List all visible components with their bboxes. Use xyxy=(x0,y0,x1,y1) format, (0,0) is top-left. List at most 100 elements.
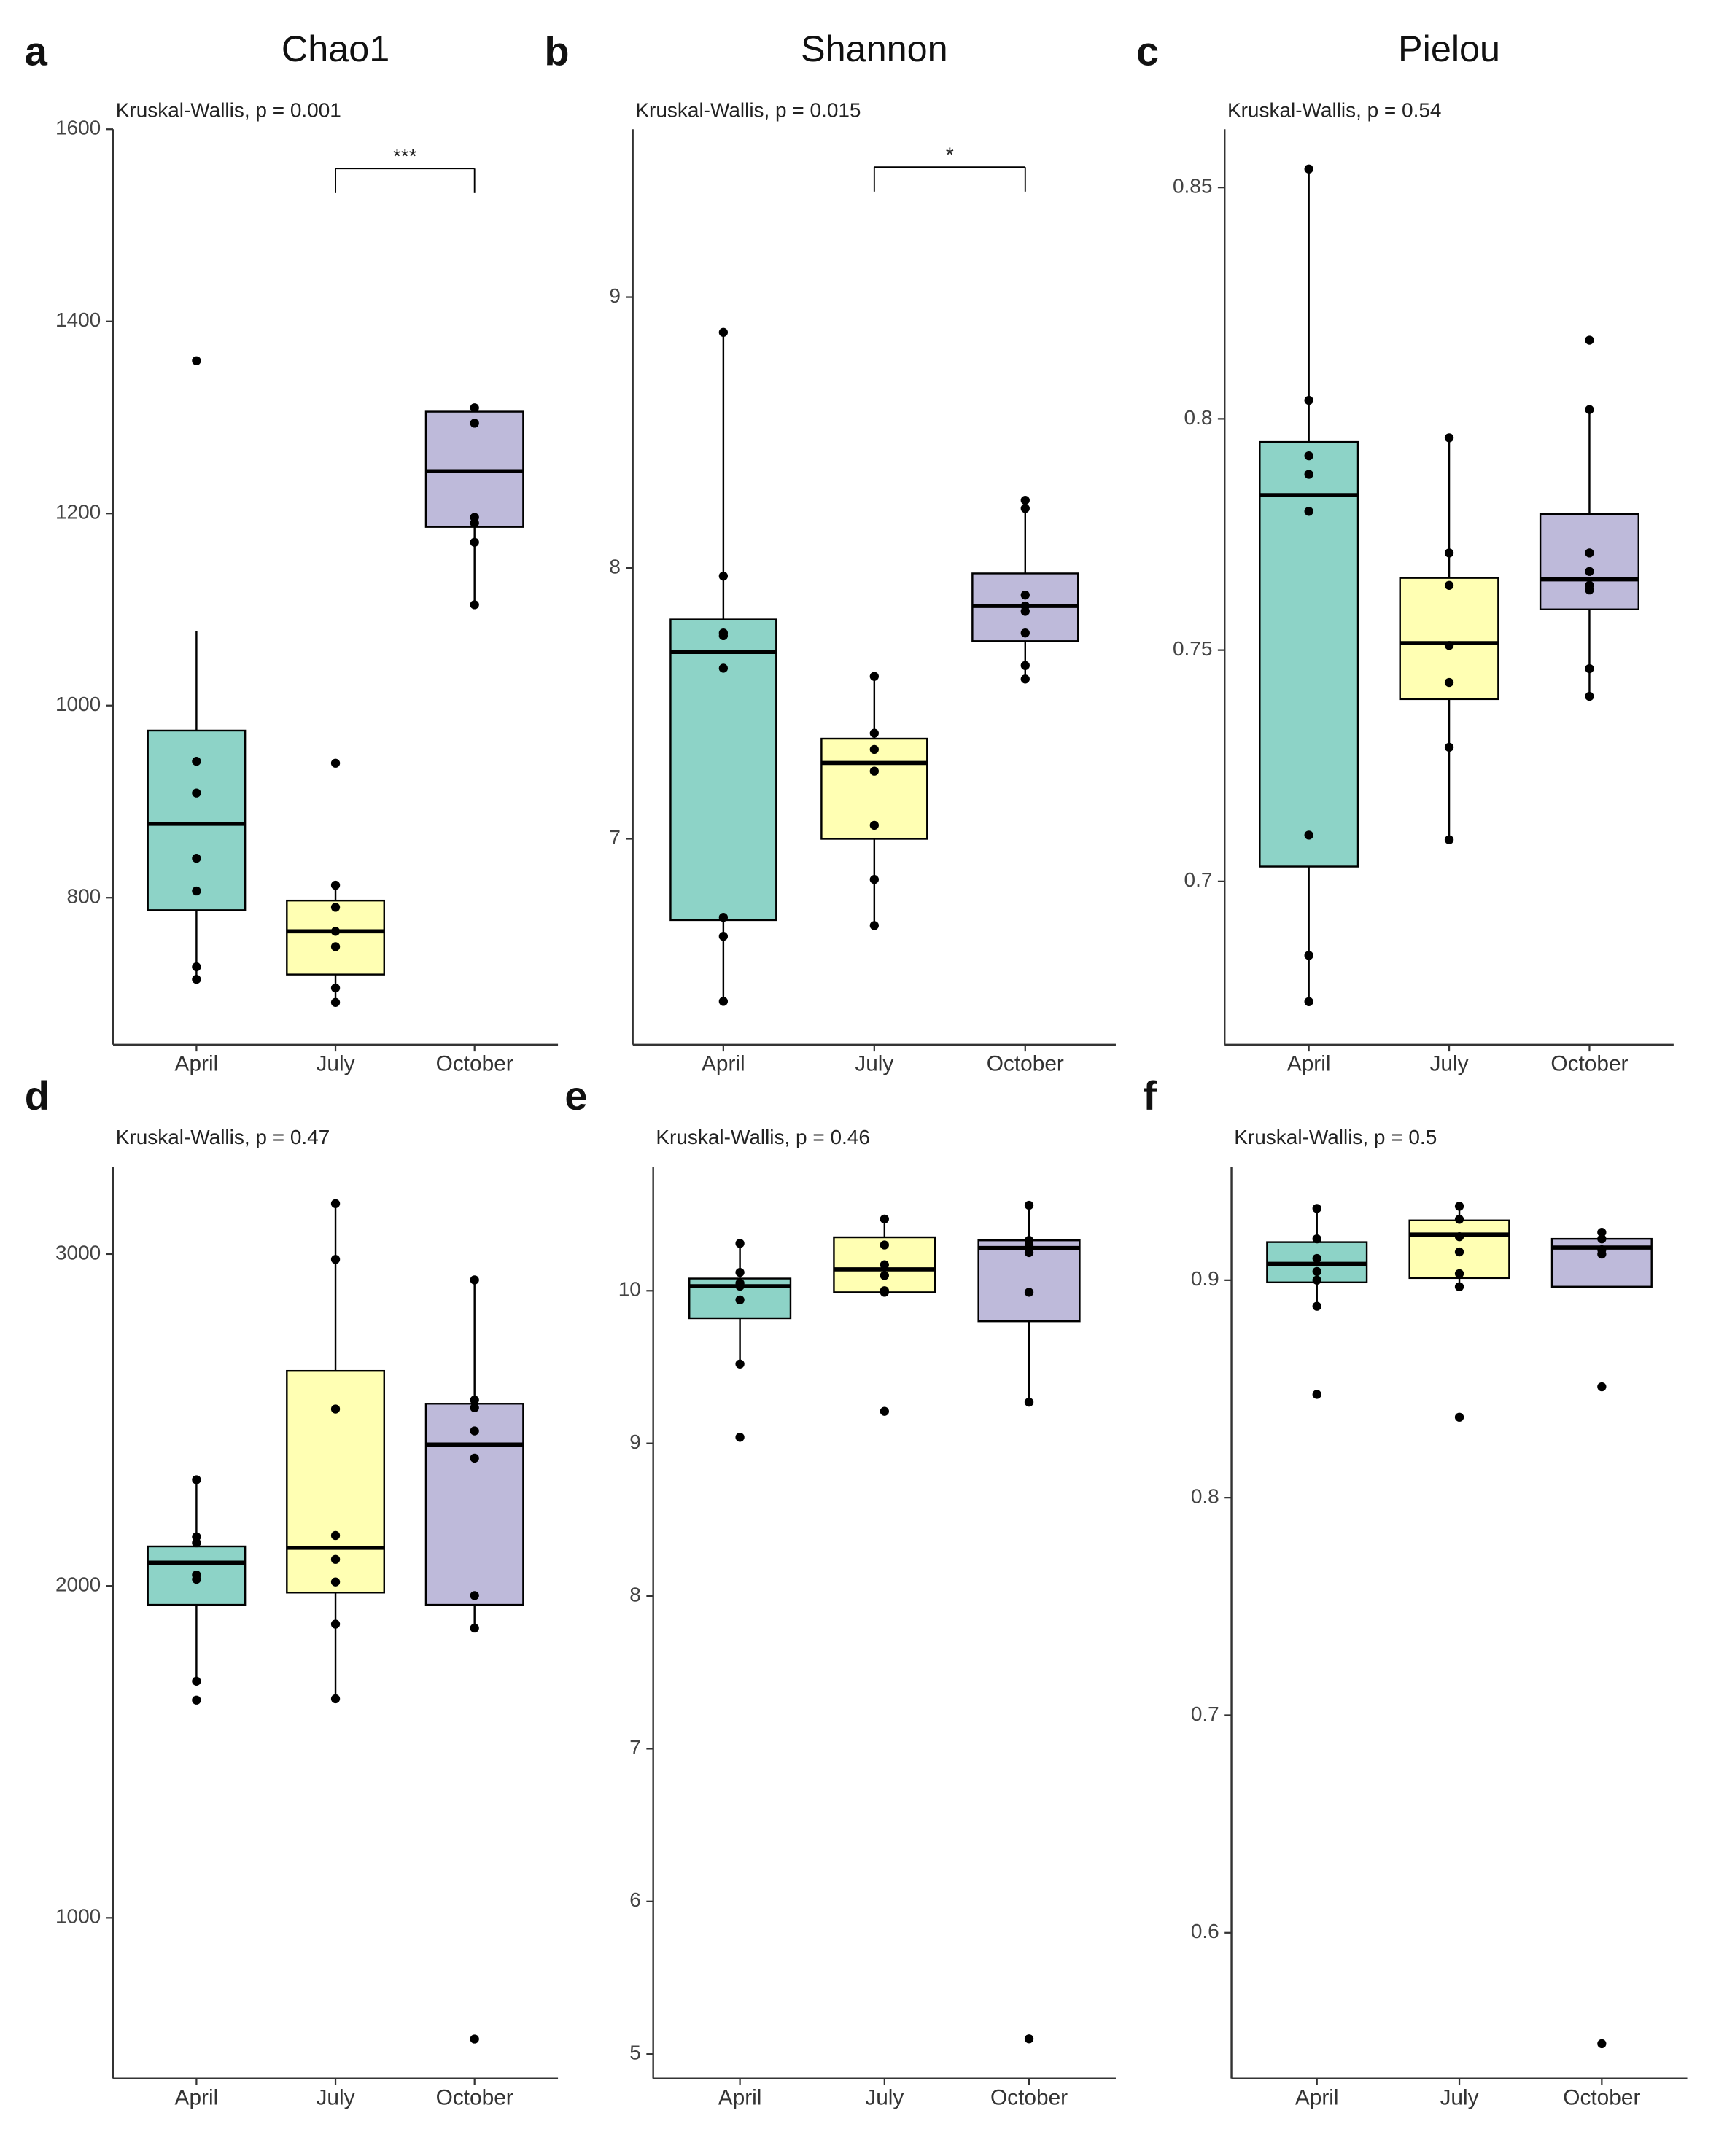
data-point xyxy=(330,880,341,890)
data-point xyxy=(330,1577,341,1587)
data-point xyxy=(1020,504,1030,513)
y-tick-label: 7 xyxy=(629,1736,641,1759)
data-point xyxy=(330,1530,341,1541)
data-point xyxy=(1020,628,1030,638)
data-point xyxy=(1020,661,1030,670)
panel-label: c xyxy=(1136,28,1159,74)
data-point xyxy=(192,1475,201,1484)
data-point xyxy=(192,356,201,365)
data-point xyxy=(1454,1412,1464,1422)
y-tick-label: 9 xyxy=(629,1431,641,1453)
data-point xyxy=(1304,470,1313,479)
data-point xyxy=(718,997,729,1006)
data-point xyxy=(330,927,341,936)
data-point xyxy=(192,886,201,896)
data-point xyxy=(1024,1240,1034,1250)
x-tick-label: October xyxy=(990,2086,1068,2110)
panel-label: a xyxy=(25,28,48,74)
box xyxy=(424,1403,524,1606)
data-point xyxy=(1444,677,1454,688)
panel-label: e xyxy=(564,1073,587,1118)
data-point xyxy=(470,403,479,413)
x-tick-label: October xyxy=(1550,1052,1628,1076)
data-point xyxy=(1312,1253,1321,1264)
data-point xyxy=(880,1406,889,1416)
y-tick-label: 0.85 xyxy=(1173,175,1212,198)
y-tick-label: 1400 xyxy=(55,308,101,331)
y-tick-label: 6 xyxy=(629,1888,641,1911)
data-point xyxy=(1312,1390,1321,1399)
data-point xyxy=(330,1554,341,1564)
data-point xyxy=(1304,164,1313,174)
data-point xyxy=(718,631,729,641)
y-tick-label: 0.75 xyxy=(1173,637,1212,660)
y-tick-label: 3000 xyxy=(55,1241,101,1264)
data-point xyxy=(1024,1288,1034,1297)
data-point xyxy=(718,571,729,581)
y-tick-label: 1600 xyxy=(55,117,101,139)
data-point xyxy=(1444,433,1454,443)
data-point xyxy=(1024,1200,1034,1210)
data-point xyxy=(1585,405,1594,414)
y-tick-label: 9 xyxy=(609,284,621,307)
y-tick-label: 8 xyxy=(629,1583,641,1606)
data-point xyxy=(718,932,729,941)
y-tick-label: 10 xyxy=(618,1278,641,1301)
x-tick-label: April xyxy=(175,1052,219,1076)
data-point xyxy=(880,1271,889,1280)
data-point xyxy=(1454,1215,1464,1224)
data-point xyxy=(735,1268,745,1277)
data-point xyxy=(869,672,879,681)
stat-annotation: Kruskal-Wallis, p = 0.54 xyxy=(1227,98,1442,121)
data-point xyxy=(735,1359,745,1369)
data-point xyxy=(1585,335,1594,345)
data-point xyxy=(1312,1301,1321,1311)
y-tick-label: 1000 xyxy=(55,693,101,715)
data-point xyxy=(1444,641,1454,650)
panel-title: Pielou xyxy=(1398,28,1500,69)
data-point xyxy=(718,663,729,673)
data-point xyxy=(718,327,729,337)
data-point xyxy=(192,1574,201,1584)
y-tick-label: 1200 xyxy=(55,501,101,524)
data-point xyxy=(1597,1249,1607,1259)
data-point xyxy=(192,756,201,766)
data-point xyxy=(470,1396,479,1405)
data-point xyxy=(1585,691,1594,701)
significance-label: *** xyxy=(393,145,417,168)
data-point xyxy=(1585,567,1594,576)
data-point xyxy=(1454,1202,1464,1211)
data-point xyxy=(192,1676,201,1686)
data-point xyxy=(1304,830,1313,840)
data-point xyxy=(1020,495,1030,505)
data-point xyxy=(1444,742,1454,752)
x-tick-label: April xyxy=(702,1052,745,1076)
data-point xyxy=(735,1239,745,1248)
data-point xyxy=(470,1275,479,1285)
data-point xyxy=(330,1404,341,1414)
y-tick-label: 1000 xyxy=(55,1905,101,1928)
x-tick-label: October xyxy=(987,1052,1064,1076)
data-point xyxy=(1454,1282,1464,1291)
data-point xyxy=(1304,395,1313,405)
data-point xyxy=(192,975,201,984)
y-tick-label: 8 xyxy=(609,555,621,577)
data-point xyxy=(470,2034,479,2044)
data-point xyxy=(1597,2039,1607,2049)
data-point xyxy=(880,1240,889,1250)
data-point xyxy=(470,1623,479,1633)
panel-title: Shannon xyxy=(801,28,948,69)
data-point xyxy=(330,1619,341,1629)
data-point xyxy=(470,518,479,528)
x-tick-label: July xyxy=(317,2086,355,2110)
panel-label: d xyxy=(25,1073,50,1118)
box xyxy=(1259,440,1359,868)
data-point xyxy=(1304,951,1313,960)
y-tick-label: 0.8 xyxy=(1191,1485,1219,1508)
data-point xyxy=(470,419,479,428)
data-point xyxy=(330,1199,341,1208)
data-point xyxy=(330,1255,341,1264)
x-tick-label: April xyxy=(1287,1052,1331,1076)
